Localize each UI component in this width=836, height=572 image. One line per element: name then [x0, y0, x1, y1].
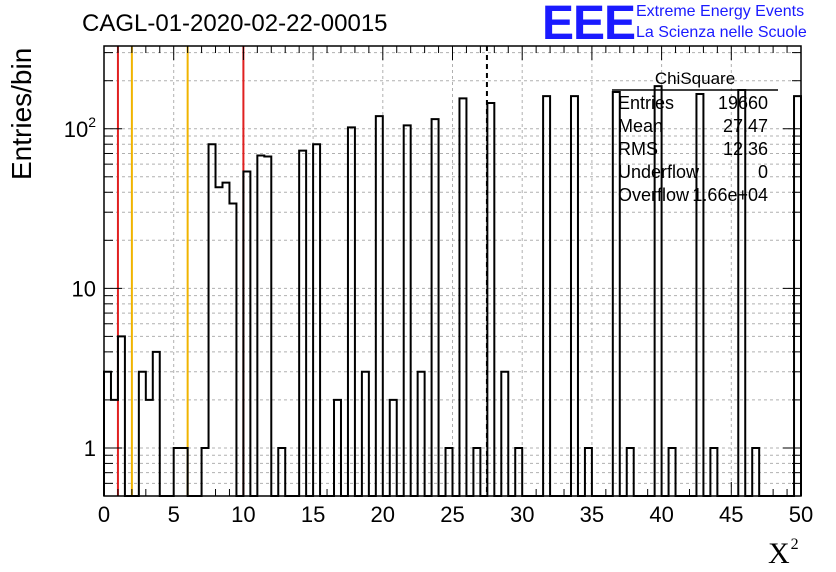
x-tick-label: 20 — [371, 502, 395, 527]
y-tick-label: 1 — [84, 436, 96, 461]
stat-label-mean: Mean — [618, 116, 664, 136]
x-tick-label: 10 — [231, 502, 255, 527]
stat-value-underflow: 0 — [757, 162, 768, 182]
x-tick-label: 45 — [719, 502, 743, 527]
eee-logo: EEE — [542, 0, 636, 50]
stat-value-mean: 27.47 — [722, 116, 768, 136]
histogram-outline — [103, 85, 802, 497]
x-tick-label: 15 — [301, 502, 325, 527]
stat-label-underflow: Underflow — [618, 162, 700, 182]
y-axis-label: Entries/bin — [6, 47, 37, 180]
y-tick-label: 102 — [64, 114, 96, 142]
stats-box-title: ChiSquare — [654, 69, 736, 88]
x-tick-label: 0 — [98, 502, 110, 527]
logo-line-1: Extreme Energy Events — [636, 3, 805, 20]
x-axis-label: X2 — [768, 536, 799, 571]
y-tick-label: 10 — [72, 276, 96, 301]
x-tick-label: 30 — [510, 502, 534, 527]
x-axis-label-base: X — [768, 537, 790, 570]
stat-value-overflow: 1.66e+04 — [692, 185, 768, 205]
x-tick-label: 35 — [580, 502, 604, 527]
x-tick-label: 40 — [649, 502, 673, 527]
stat-label-entries: Entries — [618, 93, 675, 113]
stat-value-entries: 19660 — [717, 93, 768, 113]
x-tick-label: 50 — [789, 502, 813, 527]
stat-label-overflow: Overflow — [618, 185, 690, 205]
x-axis-label-superscript: 2 — [790, 536, 799, 553]
stat-value-rms: 12.36 — [722, 139, 768, 159]
x-tick-label: 25 — [440, 502, 464, 527]
logo-line-2: La Scienza nelle Scuole — [636, 24, 807, 41]
stat-label-rms: RMS — [618, 139, 658, 159]
x-tick-label: 5 — [168, 502, 180, 527]
run-title: CAGL-01-2020-02-22-00015 — [82, 10, 388, 37]
